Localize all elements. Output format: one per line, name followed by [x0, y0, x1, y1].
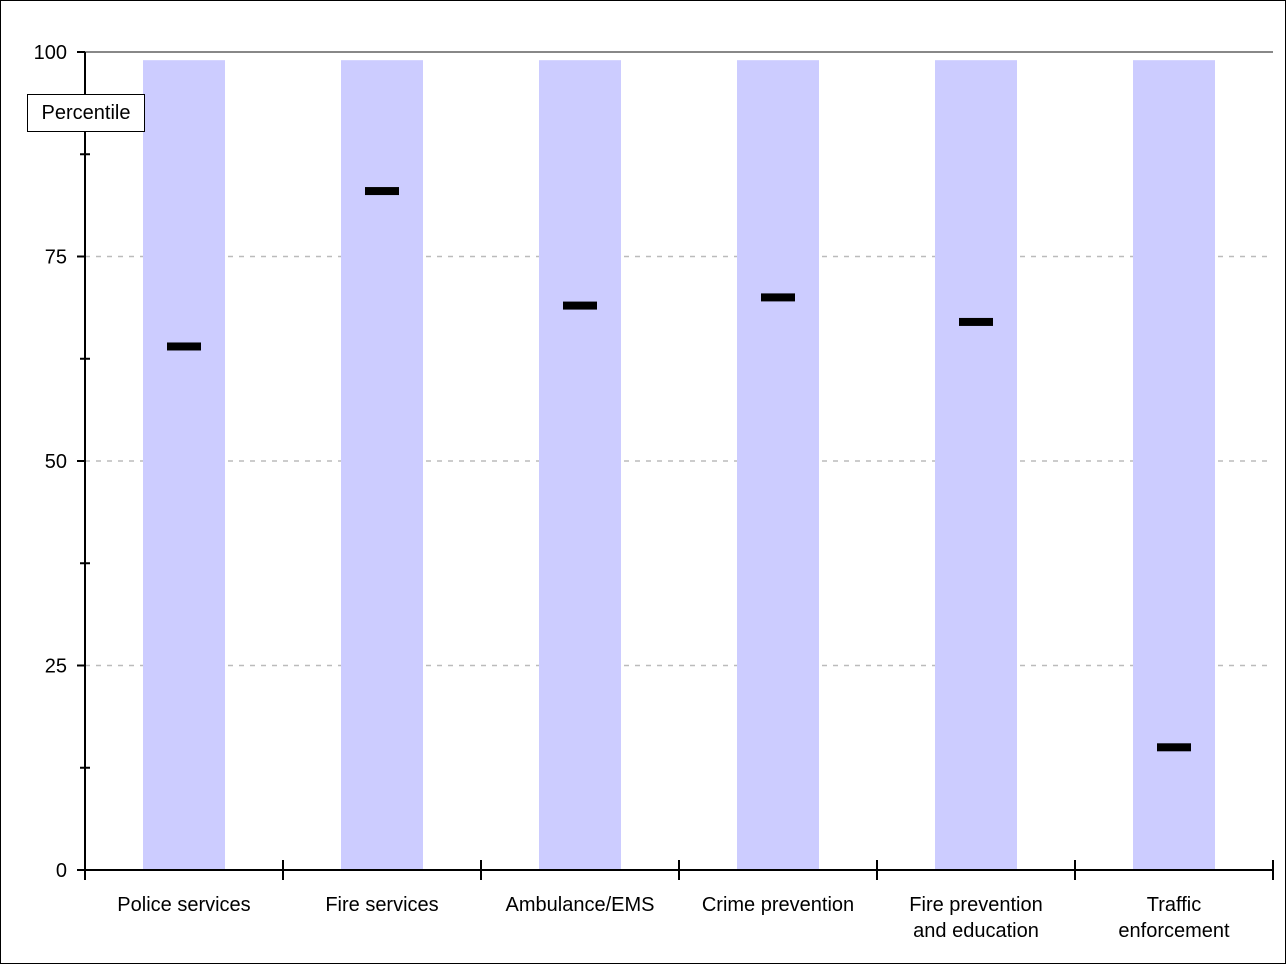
x-category-label: and education [913, 920, 1039, 942]
x-category-label: Police services [117, 894, 250, 916]
gridlines [85, 255, 1273, 667]
range-bar [935, 60, 1017, 871]
range-bar [341, 60, 423, 871]
range-bar [737, 60, 819, 871]
x-category-label: Fire services [325, 894, 438, 916]
range-bar [1133, 60, 1215, 871]
x-category-label: Ambulance/EMS [506, 894, 655, 916]
value-marker [563, 301, 597, 310]
y-tick-label: 25 [45, 656, 67, 678]
value-marker [959, 317, 993, 326]
value-marker [365, 187, 399, 196]
y-axis-label: Percentile [27, 94, 145, 132]
x-category-label: Crime prevention [702, 894, 854, 916]
range-bar [539, 60, 621, 871]
range-bar [143, 60, 225, 871]
x-category-labels: Police services Fire services Ambulance/EM… [117, 894, 1230, 942]
x-category-label: Traffic [1147, 894, 1201, 916]
x-category-label: Fire prevention [909, 894, 1042, 916]
y-tick-labels: 0 25 50 75 100 [34, 42, 67, 882]
value-marker [167, 342, 201, 351]
range-bars [143, 60, 1215, 871]
value-marker [1157, 743, 1191, 752]
y-tick-label: 0 [56, 860, 67, 882]
x-category-label: enforcement [1118, 920, 1230, 942]
value-marker [761, 293, 795, 302]
value-markers [167, 187, 1191, 752]
y-tick-label: 75 [45, 247, 67, 269]
axes [77, 51, 1274, 880]
y-tick-label: 100 [34, 42, 67, 64]
y-tick-label: 50 [45, 451, 67, 473]
